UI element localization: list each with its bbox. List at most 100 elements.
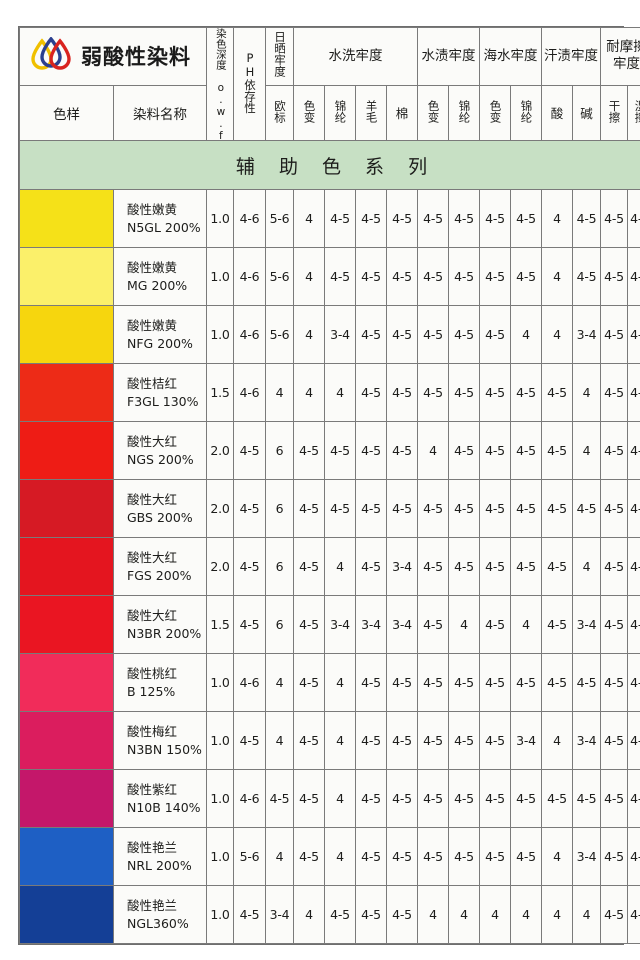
fastness-value: 4-5 [600,189,628,248]
dye-name-cell: 酸性梅红 N3BN 150% [113,711,207,770]
fastness-value: 3-4 [572,595,601,654]
fastness-value: 4-5 [541,595,573,654]
dye-name-line1: 酸性大红 [127,608,178,624]
dye-name-line2: FGS 200% [127,567,192,583]
fastness-value: 1.0 [206,305,234,364]
fastness-value: 1.0 [206,827,234,886]
fastness-value: 4-5 [324,189,356,248]
fastness-value: 4-5 [355,189,387,248]
dye-name-line2: N3BN 150% [127,741,202,757]
fastness-value: 4 [510,305,542,364]
dye-name-cell: 酸性紫红 N10B 140% [113,769,207,828]
dye-name-line2: N3BR 200% [127,625,202,641]
dye-name-line1: 酸性艳兰 [127,840,178,856]
fastness-value: 5-6 [233,827,266,886]
color-swatch [19,189,114,248]
dye-fastness-sheet: 弱酸性染料 染色深度 o.w.f PH依存性 日晒牢度 水洗牢度 水渍牢度 [18,26,640,945]
fastness-value: 4-5 [293,421,325,480]
fastness-value: 4-5 [479,305,511,364]
fastness-value: 4 [324,653,356,712]
fastness-value: 4-5 [355,363,387,422]
dye-name-line1: 酸性艳兰 [127,898,178,914]
fastness-value: 1.0 [206,885,234,944]
fastness-value: 4-5 [355,479,387,538]
fastness-value: 4-5 [324,247,356,306]
fastness-value: 4-5 [448,189,480,248]
fastness-value: 6 [265,479,294,538]
fastness-value: 4 [448,885,480,944]
color-chip [20,886,113,943]
fastness-value: 4 [572,537,601,596]
fastness-value: 4-5 [510,421,542,480]
fastness-value: 3-4 [324,305,356,364]
fastness-value: 4-5 [600,769,628,828]
fastness-value: 4-5 [510,769,542,828]
brand-cell: 弱酸性染料 [19,27,207,86]
dye-name-line1: 酸性大红 [127,550,178,566]
dye-name-line1: 酸性嫩黄 [127,202,178,218]
color-chip [20,712,113,769]
fastness-value: 4-5 [510,363,542,422]
fastness-value: 4 [479,885,511,944]
dye-name-cell: 酸性嫩黄 MG 200% [113,247,207,306]
dye-name-cell: 酸性嫩黄 NFG 200% [113,305,207,364]
fastness-value: 5-6 [265,305,294,364]
fastness-value: 4-5 [233,595,266,654]
fastness-value: 4-5 [233,711,266,770]
fastness-value: 3-4 [386,595,418,654]
fastness-value: 4-5 [293,711,325,770]
table-row: 酸性大红 N3BR 200% 1.5 4-5 6 4-5 3-4 3-4 3-4 4-5 4 4-5 4… [19,595,640,654]
fastness-value: 5-6 [265,247,294,306]
dye-name-line2: GBS 200% [127,509,193,525]
header-sweat-fastness-group: 汗渍牢度 [541,27,601,86]
fastness-value: 4-5 [386,247,418,306]
fastness-value: 4-6 [233,247,266,306]
fastness-value: 4-5 [600,247,628,306]
fastness-value: 4-5 [448,363,480,422]
fastness-value: 4-5 [541,479,573,538]
fastness-value: 4 [293,363,325,422]
fastness-value: 1.0 [206,247,234,306]
fastness-value: 4-5 [386,885,418,944]
dye-name-line2: MG 200% [127,277,188,293]
fastness-value: 4-5 [386,363,418,422]
fastness-value: 4 [572,363,601,422]
header-wash-nylon: 锦纶 [324,84,356,141]
fastness-value: 4-5 [541,537,573,596]
fastness-value: 4-5 [627,421,640,480]
fastness-value: 4-5 [233,537,266,596]
fastness-value: 4-5 [541,653,573,712]
fastness-value: 4-5 [355,537,387,596]
fastness-value: 4-5 [355,827,387,886]
header-depth: 染色深度 o.w.f [206,27,234,142]
fastness-value: 6 [265,421,294,480]
fastness-value: 4-5 [386,189,418,248]
header-light-euro-standard: 欧标 [265,84,294,141]
fastness-value: 1.0 [206,769,234,828]
fastness-value: 4-5 [448,479,480,538]
header-row-subs: 色样 染料名称 欧标 色变 锦纶 羊毛 棉 色变 [19,84,640,141]
fastness-value: 4-5 [417,711,449,770]
fastness-value: 4-5 [417,247,449,306]
fastness-value: 4-5 [355,305,387,364]
fastness-value: 4-5 [417,305,449,364]
fastness-value: 4-5 [448,653,480,712]
fastness-value: 4-5 [355,421,387,480]
table-row: 酸性大红 FGS 200% 2.0 4-5 6 4-5 4 4-5 3-4 4-5 4-5 4-5 4-… [19,537,640,596]
fastness-value: 4-5 [627,653,640,712]
fastness-value: 4-5 [386,769,418,828]
fastness-value: 3-4 [386,537,418,596]
fastness-value: 4-5 [386,305,418,364]
fastness-value: 4-5 [600,827,628,886]
fastness-value: 4 [572,885,601,944]
header-water-fastness-group: 水渍牢度 [417,27,480,86]
fastness-value: 4-5 [417,827,449,886]
fastness-value: 1.0 [206,711,234,770]
fastness-value: 3-4 [324,595,356,654]
fastness-value: 4-5 [572,769,601,828]
dye-name-cell: 酸性桔红 F3GL 130% [113,363,207,422]
fastness-value: 4-5 [600,653,628,712]
color-chip [20,190,113,247]
fastness-value: 3-4 [572,827,601,886]
dye-name-line2: B 125% [127,683,176,699]
